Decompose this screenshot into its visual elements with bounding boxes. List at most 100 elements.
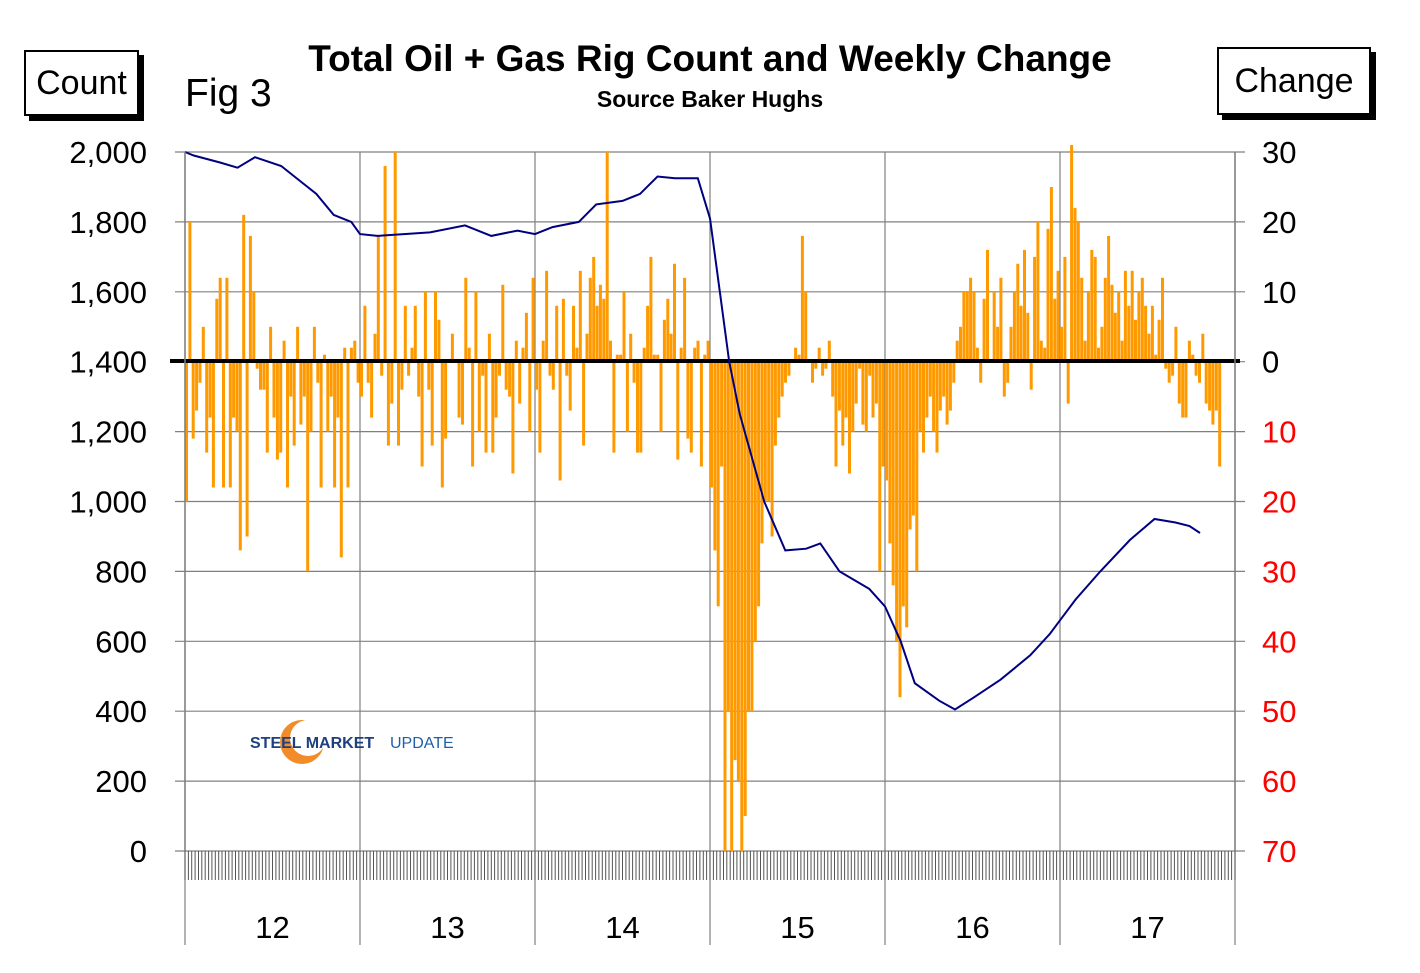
weekly-change-bar bbox=[652, 354, 656, 362]
weekly-change-bar bbox=[242, 214, 246, 362]
weekly-change-bar bbox=[649, 256, 653, 362]
weekly-change-bar bbox=[565, 361, 569, 376]
weekly-change-bar bbox=[1110, 284, 1114, 362]
weekly-change-bar bbox=[235, 361, 239, 432]
weekly-change-bar bbox=[376, 235, 380, 362]
weekly-change-bar bbox=[999, 277, 1003, 362]
left-tick-label: 1,800 bbox=[69, 205, 147, 240]
weekly-change-bar bbox=[1100, 326, 1104, 362]
weekly-change-bar bbox=[228, 361, 232, 488]
weekly-change-bar bbox=[575, 347, 579, 362]
weekly-change-bar bbox=[636, 361, 639, 453]
weekly-change-bar bbox=[1161, 277, 1164, 362]
weekly-change-bar bbox=[474, 291, 478, 362]
weekly-change-bar bbox=[289, 361, 293, 397]
x-tick-label: 12 bbox=[255, 910, 289, 945]
weekly-change-bar bbox=[662, 319, 666, 362]
left-tick-label: 200 bbox=[95, 764, 147, 799]
weekly-change-bar bbox=[942, 361, 946, 397]
weekly-change-bar bbox=[1029, 361, 1033, 390]
weekly-change-bar bbox=[1016, 263, 1020, 362]
right-tick-label: 40 bbox=[1262, 624, 1296, 659]
left-tick-label: 600 bbox=[95, 624, 147, 659]
weekly-change-bar bbox=[201, 326, 205, 362]
weekly-change-bar bbox=[265, 361, 269, 453]
left-axis-label: Count bbox=[24, 50, 139, 116]
weekly-change-bar bbox=[1137, 291, 1141, 362]
weekly-change-bar bbox=[1026, 312, 1030, 362]
weekly-change-bar bbox=[329, 361, 333, 397]
weekly-change-bar bbox=[669, 333, 673, 362]
weekly-change-bar bbox=[423, 291, 427, 362]
weekly-change-bar bbox=[491, 361, 495, 453]
weekly-change-bar bbox=[383, 166, 387, 362]
weekly-change-bar bbox=[683, 277, 687, 362]
weekly-change-bar bbox=[1171, 361, 1175, 376]
weekly-change-bar bbox=[292, 361, 296, 446]
weekly-change-bar bbox=[326, 361, 330, 432]
weekly-change-bar bbox=[817, 347, 821, 362]
weekly-change-bar bbox=[1211, 361, 1215, 425]
weekly-change-bar bbox=[545, 270, 549, 362]
weekly-change-bar bbox=[413, 305, 417, 362]
weekly-change-bar bbox=[1049, 187, 1053, 362]
weekly-change-bar bbox=[215, 298, 219, 362]
weekly-change-bar bbox=[689, 361, 693, 453]
weekly-change-bar bbox=[588, 277, 592, 362]
weekly-change-bar bbox=[299, 361, 303, 425]
weekly-change-bar bbox=[915, 361, 919, 572]
weekly-change-bar bbox=[269, 326, 273, 362]
weekly-change-bar bbox=[450, 333, 454, 362]
weekly-change-bar bbox=[740, 361, 744, 851]
weekly-change-bar bbox=[407, 361, 411, 376]
weekly-change-bar bbox=[191, 361, 195, 439]
weekly-change-bar bbox=[245, 361, 249, 537]
weekly-change-bar bbox=[403, 305, 407, 362]
x-tick-label: 17 bbox=[1130, 910, 1164, 945]
weekly-change-bar bbox=[1191, 354, 1195, 362]
weekly-change-bar bbox=[676, 361, 680, 460]
left-tick-label: 400 bbox=[95, 694, 147, 729]
weekly-change-bar bbox=[1053, 298, 1057, 362]
weekly-change-bar bbox=[471, 361, 475, 467]
weekly-change-bar bbox=[605, 152, 609, 362]
right-tick-label: 0 bbox=[1262, 345, 1279, 380]
weekly-change-bar bbox=[1012, 291, 1016, 362]
weekly-change-bar bbox=[1043, 347, 1047, 362]
weekly-change-bar bbox=[225, 277, 229, 362]
weekly-change-bar bbox=[800, 235, 804, 362]
weekly-change-bar bbox=[400, 361, 404, 390]
weekly-change-bar bbox=[262, 361, 266, 390]
weekly-change-bar bbox=[632, 361, 636, 383]
weekly-change-bar bbox=[195, 361, 199, 411]
weekly-change-bar bbox=[841, 361, 845, 446]
weekly-change-bar bbox=[1103, 277, 1107, 362]
right-tick-label: 20 bbox=[1262, 485, 1296, 520]
weekly-change-bar bbox=[501, 284, 505, 362]
weekly-change-bar bbox=[726, 361, 730, 712]
weekly-change-bar bbox=[494, 361, 498, 418]
weekly-change-bar bbox=[1198, 361, 1201, 383]
weekly-change-bar bbox=[1204, 361, 1208, 404]
figure-label: Fig 3 bbox=[185, 72, 272, 115]
weekly-change-bar bbox=[1134, 319, 1137, 362]
weekly-change-bar bbox=[598, 284, 602, 362]
weekly-change-bar bbox=[582, 361, 586, 446]
weekly-change-bar bbox=[797, 354, 801, 362]
weekly-change-bar bbox=[975, 347, 979, 362]
weekly-change-bar bbox=[972, 291, 976, 362]
weekly-change-bar bbox=[1066, 361, 1070, 404]
weekly-change-bar bbox=[743, 361, 747, 816]
weekly-change-bar bbox=[905, 361, 909, 628]
weekly-change-bar bbox=[302, 361, 306, 397]
weekly-change-bar bbox=[1127, 305, 1131, 362]
weekly-change-bar bbox=[541, 340, 545, 362]
weekly-change-bar bbox=[713, 361, 717, 551]
weekly-change-bars bbox=[185, 145, 1222, 851]
weekly-change-bar bbox=[498, 361, 501, 376]
weekly-change-bar bbox=[716, 361, 720, 607]
weekly-change-bar bbox=[1090, 249, 1094, 362]
weekly-change-bar bbox=[1150, 305, 1154, 362]
weekly-change-bar bbox=[528, 361, 532, 432]
weekly-change-bar bbox=[211, 361, 215, 488]
